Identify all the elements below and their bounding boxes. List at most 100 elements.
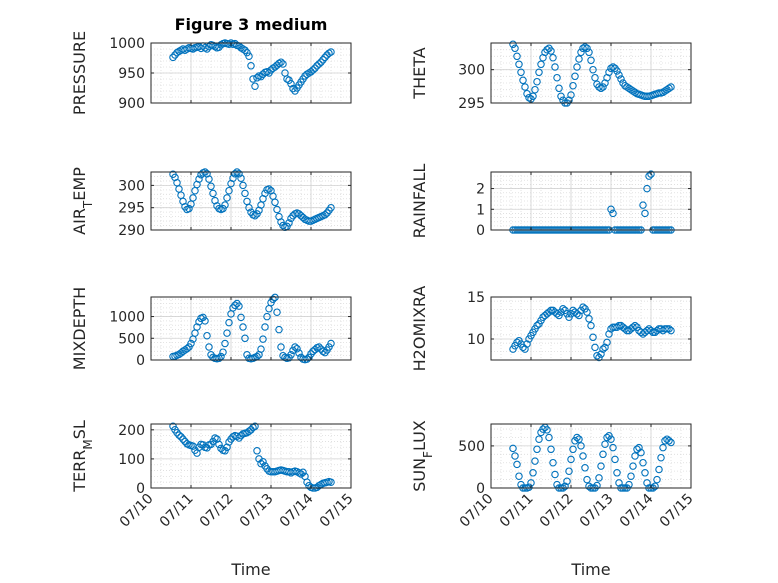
data-point [543,45,551,54]
data-point [667,83,675,91]
data-point [597,84,605,93]
data-point [205,175,213,183]
data-point [607,205,615,214]
data-point [595,474,603,482]
data-point [631,88,639,97]
data-point [631,452,639,460]
data-point [569,81,577,90]
data-point [577,48,585,57]
data-point [311,64,319,72]
data-point [321,211,329,219]
axes-box [490,171,692,231]
data-point [585,315,593,323]
data-point [531,85,539,94]
data-point [521,345,529,353]
data-point [559,305,567,313]
data-point [649,328,657,337]
y-tick-label: 500 [458,439,485,455]
data-point [575,311,583,320]
axes-box [150,296,352,361]
data-point [183,344,191,353]
data-point [533,77,541,86]
data-point [571,72,579,81]
y-tick-label: 1000 [109,36,145,52]
data-point [603,433,611,442]
data-point [169,53,177,62]
y-tick-label: 300 [118,178,145,194]
data-point [573,433,581,442]
data-point [547,47,555,55]
data-point [215,440,223,449]
data-point [287,80,295,88]
data-point [533,445,541,454]
data-point [187,339,195,348]
y-tick-label: 295 [118,201,145,217]
data-point [589,65,597,74]
data-point [535,68,543,77]
data-point [589,333,597,342]
data-point [597,350,605,358]
data-point [605,68,613,77]
data-point [597,462,605,470]
data-point [245,203,253,212]
data-point [583,308,591,316]
data-point [647,170,655,178]
y-tick-label: 295 [458,96,485,112]
data-point [595,83,603,91]
data-point [551,63,559,71]
data-point [565,467,573,475]
data-point [269,295,277,303]
data-point [533,321,541,330]
data-point [545,433,553,442]
data-point [299,468,307,477]
data-point [575,55,583,63]
plot-area [151,424,351,488]
data-point [223,194,231,202]
data-point [591,343,599,352]
data-point [549,458,557,467]
data-point [609,209,617,218]
data-point [637,448,645,457]
data-point [511,452,519,460]
data-point [655,465,663,474]
data-point [583,44,591,53]
data-point [239,323,247,331]
y-tick-label: 0 [476,481,485,497]
data-point [523,340,531,348]
data-point [515,60,523,69]
data-point [241,189,249,198]
data-point [573,63,581,71]
data-point [279,221,287,230]
data-point [587,56,595,65]
subplot-h2omixra: 10 15 H2OMIXRA [410,286,692,371]
y-axis-label: PRESSURE [70,31,89,115]
data-point [579,44,587,53]
data-point [245,52,253,60]
data-point [663,325,671,333]
data-point [173,428,181,437]
data-point [651,482,659,491]
data-point [237,313,245,322]
data-point [175,431,183,439]
data-point [551,470,559,479]
data-point [599,450,607,459]
data-point [567,91,575,99]
data-point [599,83,607,91]
y-tick-label: 290 [118,223,145,239]
data-point [259,458,267,466]
data-point [263,312,271,321]
data-point [547,445,555,454]
data-point [593,352,601,360]
data-point [613,469,621,477]
axes-box [150,171,352,231]
data-point [185,204,193,213]
data-point [583,475,591,484]
data-point [555,84,563,93]
data-point [509,40,517,49]
data-point [231,170,239,178]
data-point [611,455,619,464]
data-point [577,442,585,450]
data-point [265,185,273,193]
